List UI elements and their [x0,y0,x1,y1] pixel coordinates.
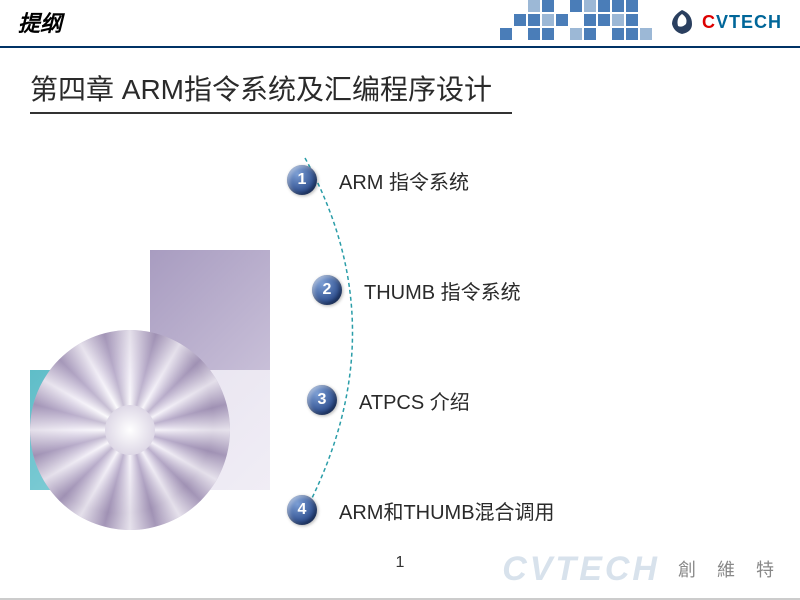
header: 提纲 CVTECH [0,0,800,48]
list-item-1: 1 ARM 指令系统 [287,165,469,195]
header-title: 提纲 [18,6,62,38]
logo: CVTECH [666,6,782,38]
bullet-1: 1 [287,165,317,195]
footer: CVTECH 創 維 特 [502,538,800,600]
item-label-4: ARM和THUMB混合调用 [339,496,555,525]
footer-cn-text: 創 維 特 [678,556,782,582]
footer-logo: CVTECH [502,550,660,589]
bullet-4: 4 [287,495,317,525]
item-label-1: ARM 指令系统 [339,166,469,195]
item-label-2: THUMB 指令系统 [364,276,521,305]
page-number: 1 [396,554,405,572]
header-decoration [500,0,660,40]
logo-swirl-icon [666,6,698,38]
list-item-2: 2 THUMB 指令系统 [312,275,521,305]
logo-text: CVTECH [702,12,782,33]
list-item-4: 4 ARM和THUMB混合调用 [287,495,555,525]
item-label-3: ATPCS 介绍 [359,386,470,415]
bullet-2: 2 [312,275,342,305]
chapter-title: 第四章 ARM指令系统及汇编程序设计 [30,68,512,114]
bullet-3: 3 [307,385,337,415]
list-item-3: 3 ATPCS 介绍 [307,385,470,415]
